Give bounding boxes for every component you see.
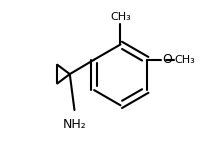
Text: O: O: [162, 53, 172, 66]
Text: CH₃: CH₃: [110, 12, 131, 22]
Text: CH₃: CH₃: [174, 55, 195, 65]
Text: NH₂: NH₂: [63, 118, 86, 131]
